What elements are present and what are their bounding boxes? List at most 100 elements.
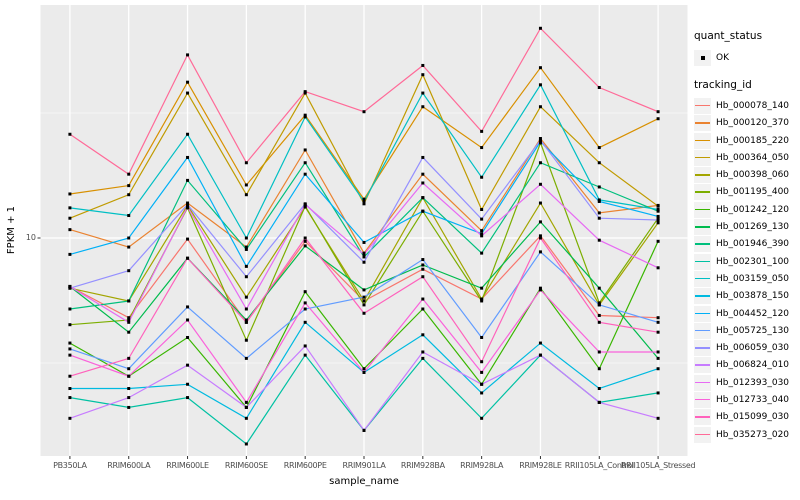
legend-label: Hb_002301_100 <box>716 256 790 267</box>
data-point <box>538 236 542 240</box>
data-point <box>597 199 601 203</box>
legend-key-line-icon <box>695 208 710 211</box>
legend-entry: Hb_000120_370 <box>694 115 798 132</box>
x-tick-label: RRIM928BA <box>400 461 445 470</box>
data-point <box>68 228 72 232</box>
data-point <box>421 181 425 185</box>
data-point <box>421 307 425 311</box>
data-point <box>421 155 425 159</box>
data-point <box>421 172 425 176</box>
legend-entry: Hb_001269_130 <box>694 218 798 236</box>
data-point <box>421 105 425 109</box>
data-point <box>538 66 542 70</box>
data-point <box>186 363 190 367</box>
data-point <box>421 275 425 279</box>
data-point <box>68 416 72 420</box>
data-point <box>362 299 366 303</box>
data-point <box>656 216 660 220</box>
legend-key-line-icon <box>695 104 710 107</box>
data-point <box>244 247 248 251</box>
legend-key <box>694 219 711 236</box>
data-point <box>656 239 660 243</box>
y-axis-title: FPKM + 1 <box>6 206 17 255</box>
data-point <box>127 172 131 176</box>
legend-key <box>694 115 711 132</box>
data-point <box>538 201 542 205</box>
data-point <box>186 80 190 84</box>
data-point <box>244 236 248 240</box>
legend-label: Hb_006059_030 <box>716 343 790 354</box>
data-point <box>538 234 542 238</box>
data-point <box>597 185 601 189</box>
legend-entry: Hb_003159_050 <box>694 270 798 287</box>
data-point <box>597 313 601 317</box>
legend-quant-title: quant_status <box>694 30 763 42</box>
data-point <box>362 311 366 315</box>
legend-entry: Hb_006059_030 <box>694 339 798 357</box>
legend-label: Hb_005725_130 <box>716 325 790 336</box>
legend-key <box>694 253 711 270</box>
legend-key <box>694 340 711 357</box>
data-point <box>127 318 131 322</box>
data-point <box>597 85 601 89</box>
x-tick-label: RRIM901LA <box>342 461 386 470</box>
x-tick-label: RRIM600LE <box>166 461 209 470</box>
legend-key <box>694 322 711 339</box>
legend-entry: Hb_001946_390 <box>694 236 798 253</box>
data-point <box>127 193 131 197</box>
legend-entry: Hb_035273_020 <box>694 426 798 443</box>
x-tick-label: PB350LA <box>53 461 87 470</box>
data-point <box>127 330 131 334</box>
legend-label: Hb_000398_060 <box>716 170 790 181</box>
data-point <box>538 341 542 345</box>
x-tick-label: RRII105LA_Control <box>564 461 634 470</box>
data-point <box>597 367 601 371</box>
legend-entry: Hb_005725_130 <box>694 322 798 339</box>
x-tick-label: RRIM600LA <box>107 461 151 470</box>
data-point <box>362 260 366 264</box>
data-point <box>186 132 190 136</box>
data-point <box>656 367 660 371</box>
data-point <box>186 335 190 339</box>
x-tick-label: RRII105LA_Stressed <box>620 461 696 470</box>
data-point <box>303 203 307 207</box>
data-point <box>68 192 72 196</box>
legend-entry: Hb_003878_150 <box>694 288 798 305</box>
data-point <box>362 240 366 244</box>
legend-key-line-icon <box>695 381 710 384</box>
legend-key-line-icon <box>695 277 710 280</box>
data-point <box>480 297 484 301</box>
legend-key-ok <box>694 49 711 66</box>
data-point <box>597 400 601 404</box>
data-point <box>186 382 190 386</box>
data-point <box>597 216 601 220</box>
data-point <box>362 367 366 371</box>
data-point <box>244 275 248 279</box>
legend-key <box>694 305 711 322</box>
data-point <box>656 266 660 270</box>
data-point <box>186 318 190 322</box>
data-point <box>127 356 131 360</box>
data-point <box>597 198 601 202</box>
legend-label: Hb_001269_130 <box>716 222 790 233</box>
legend-key <box>694 236 711 253</box>
data-point <box>362 255 366 259</box>
data-point <box>186 396 190 400</box>
legend-key-line-icon <box>695 364 710 366</box>
legend-label: Hb_001195_400 <box>716 187 790 198</box>
data-point <box>597 146 601 150</box>
data-point <box>244 356 248 360</box>
data-point <box>480 416 484 420</box>
data-point <box>186 256 190 260</box>
legend-key-line-icon <box>695 260 710 263</box>
data-point <box>421 333 425 337</box>
legend-key-line-icon <box>695 226 710 228</box>
legend-key <box>694 149 711 166</box>
data-point <box>538 137 542 141</box>
legend-key-line-icon <box>695 416 710 418</box>
data-point <box>538 83 542 87</box>
data-point <box>186 237 190 241</box>
legend-key-line-icon <box>695 191 710 193</box>
